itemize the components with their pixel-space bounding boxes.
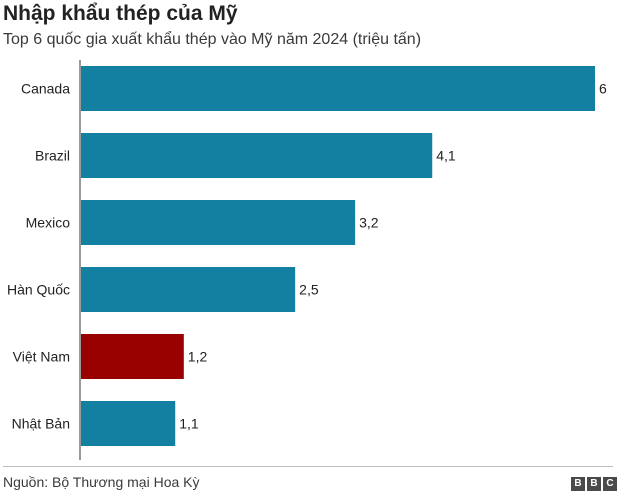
bar — [81, 200, 356, 245]
bar-chart: Canada 6 Brazil 4,1 Mexico 3,2 Hàn Quốc 2,5 Việt… — [7, 60, 607, 460]
logo-letter: C — [603, 477, 617, 491]
value-label: 1,2 — [188, 349, 208, 365]
category-label: Mexico — [26, 215, 71, 231]
value-label: 4,1 — [436, 148, 456, 164]
value-label: 6 — [599, 81, 607, 97]
category-label: Hàn Quốc — [7, 282, 70, 298]
logo-letter: B — [571, 477, 585, 491]
bar — [81, 267, 296, 312]
category-label: Canada — [21, 81, 70, 97]
category-label: Việt Nam — [13, 349, 70, 365]
value-label: 3,2 — [359, 215, 379, 231]
value-label: 1,1 — [179, 416, 199, 432]
category-label: Nhật Bản — [12, 416, 70, 432]
bar — [81, 401, 176, 446]
logo-letter: B — [587, 477, 601, 491]
bars-group: Canada 6 Brazil 4,1 Mexico 3,2 Hàn Quốc 2,5 Việt… — [7, 66, 607, 446]
footer-divider — [3, 466, 613, 467]
bbc-logo: B B C — [571, 477, 617, 491]
value-label: 2,5 — [299, 282, 319, 298]
bar — [81, 66, 595, 111]
bar — [81, 133, 433, 178]
chart-subtitle: Top 6 quốc gia xuất khẩu thép vào Mỹ năm… — [3, 31, 422, 48]
chart-title: Nhập khẩu thép của Mỹ — [3, 2, 238, 25]
category-label: Brazil — [35, 148, 70, 164]
source-note: Nguồn: Bộ Thương mại Hoa Kỳ — [3, 474, 200, 490]
bar — [81, 334, 184, 379]
